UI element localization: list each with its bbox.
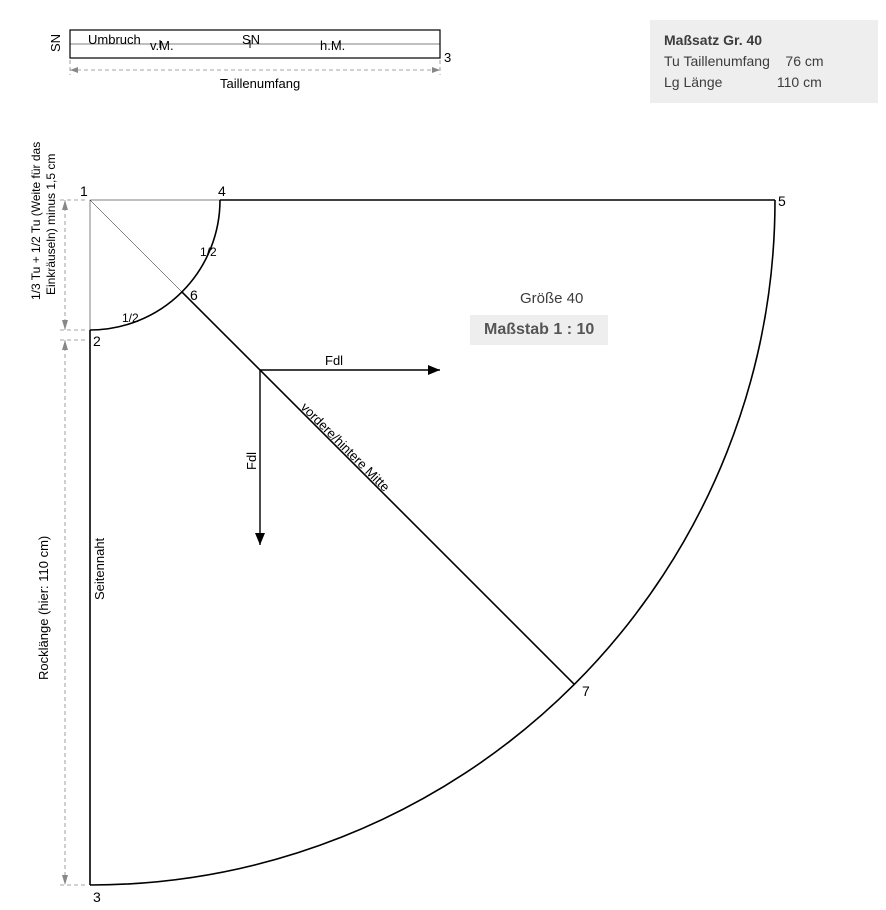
seitennaht-label: Seitennaht xyxy=(92,537,107,600)
waistband-point3: 3 xyxy=(444,50,451,65)
waistband-group: Umbruch v.M. SN h.M. 3 SN Taillenumfang xyxy=(48,30,451,91)
info-row: Lg Länge 110 cm xyxy=(664,72,864,93)
waistband-fold-label: Umbruch xyxy=(88,32,141,47)
formula-label-line2: Einkräuseln) minus 1,5 cm xyxy=(44,154,58,295)
half-label-lower: 1/2 xyxy=(122,311,139,325)
pattern-diagram: Umbruch v.M. SN h.M. 3 SN Taillenumfang xyxy=(0,0,886,910)
formula-label-line1: 1/3 Tu + 1/2 Tu (Weite für das xyxy=(29,142,43,300)
waistband-sn-label: SN xyxy=(242,32,260,47)
point-6: 6 xyxy=(190,287,198,303)
info-box-title: Maßsatz Gr. 40 xyxy=(664,30,864,51)
info-row: Tu Taillenumfang 76 cm xyxy=(664,51,864,72)
skirt-pattern: 1 2 3 4 5 6 7 1/2 1/2 Fdl Fdl vordere/hi… xyxy=(29,142,786,905)
scale-box: Maßstab 1 : 10 xyxy=(470,315,608,345)
point-4: 4 xyxy=(218,183,226,199)
point-5: 5 xyxy=(778,193,786,209)
point-3: 3 xyxy=(93,889,101,905)
fdl-label-h: Fdl xyxy=(325,353,343,368)
point-7: 7 xyxy=(582,683,590,699)
size-label: Größe 40 xyxy=(520,290,583,307)
mitte-label: vordere/hintere Mitte xyxy=(298,400,393,495)
half-label-upper: 1/2 xyxy=(200,245,217,259)
waistband-bottom-label: Taillenumfang xyxy=(220,76,300,91)
measurement-info-box: Maßsatz Gr. 40 Tu Taillenumfang 76 cm Lg… xyxy=(650,20,878,103)
rocklaenge-label: Rocklänge (hier: 110 cm) xyxy=(36,536,51,680)
point-1: 1 xyxy=(80,183,88,199)
line-1-6 xyxy=(90,200,182,292)
waistband-vm-label: v.M. xyxy=(150,38,174,53)
point-2: 2 xyxy=(93,333,101,349)
waistband-left-sn: SN xyxy=(48,34,63,52)
waistband-hm-label: h.M. xyxy=(320,38,345,53)
fdl-label-v: Fdl xyxy=(244,452,259,470)
